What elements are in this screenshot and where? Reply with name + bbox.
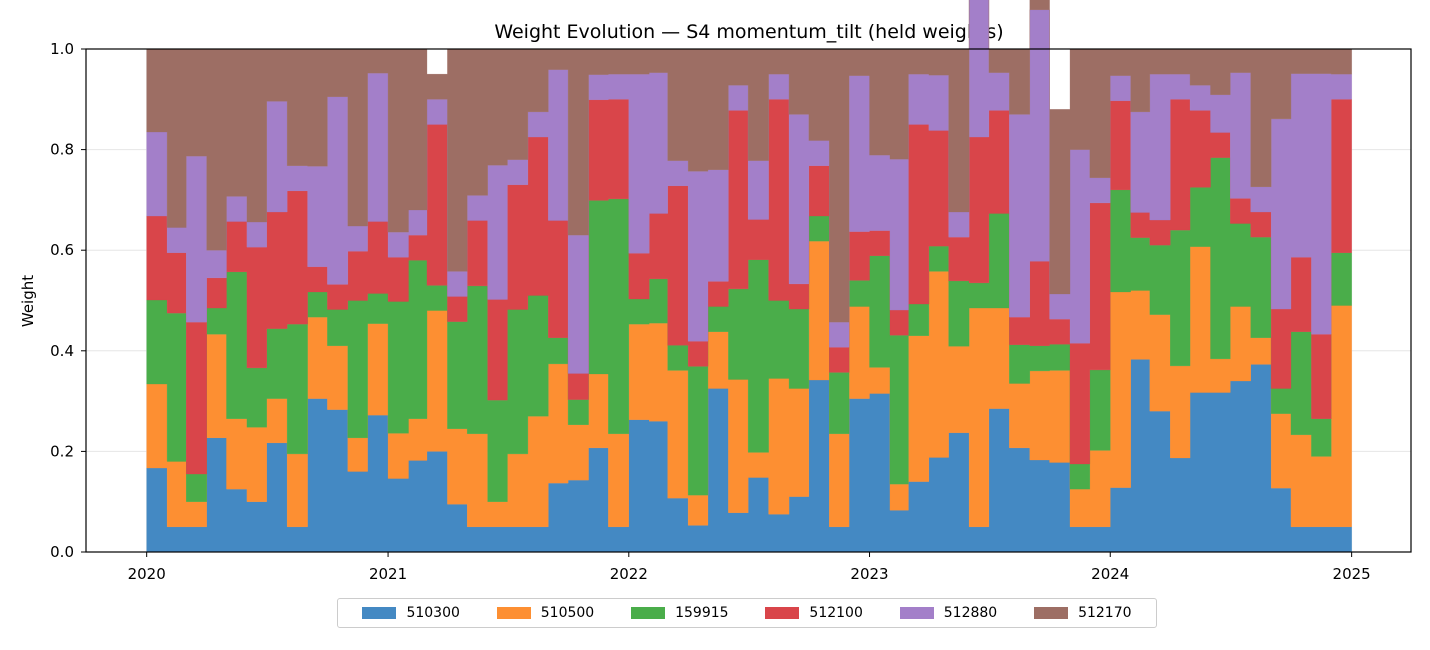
legend: 510300 510500 159915 512100 512880 512170 <box>337 598 1157 628</box>
legend-swatch <box>765 607 800 619</box>
legend-swatch <box>496 607 531 619</box>
legend-label: 510500 <box>540 605 595 621</box>
legend-label: 512170 <box>1078 605 1132 621</box>
x-axis: 2020 2021 2022 2023 2024 2025 <box>128 552 1371 583</box>
legend-item-510500: 510500 <box>496 605 595 621</box>
y-tick-label: 1.0 <box>50 40 74 58</box>
y-tick-label: 0.4 <box>50 342 74 360</box>
x-tick-label: 2024 <box>1091 565 1129 583</box>
legend-item-512880: 512880 <box>899 605 998 621</box>
legend-label: 159915 <box>675 605 729 621</box>
x-tick-label: 2022 <box>610 565 648 583</box>
y-axis: 0.0 0.2 0.4 0.6 0.8 1.0 <box>50 40 86 561</box>
legend-item-512100: 512100 <box>765 605 863 621</box>
legend-label: 512880 <box>943 605 998 621</box>
legend-item-159915: 159915 <box>631 605 729 621</box>
legend-label: 512100 <box>809 605 863 621</box>
legend-swatch <box>362 607 397 619</box>
x-tick-label: 2020 <box>128 565 166 583</box>
x-tick-label: 2025 <box>1333 565 1371 583</box>
chart-title: Weight Evolution — S4 momentum_tilt (hel… <box>494 21 1003 43</box>
y-tick-label: 0.2 <box>50 442 74 460</box>
y-tick-label: 0.6 <box>50 241 74 259</box>
legend-label: 510300 <box>406 605 460 621</box>
y-tick-label: 0.0 <box>50 543 74 561</box>
y-tick-label: 0.8 <box>50 141 74 159</box>
legend-item-510300: 510300 <box>362 605 460 621</box>
legend-swatch <box>899 607 934 619</box>
legend-item-512170: 512170 <box>1034 605 1132 621</box>
plot-frame <box>85 48 1412 553</box>
y-axis-label: Weight <box>19 275 37 327</box>
legend-swatch <box>1034 607 1069 619</box>
x-tick-label: 2023 <box>850 565 888 583</box>
legend-swatch <box>631 607 666 619</box>
stacked-areas <box>146 0 1352 553</box>
x-tick-label: 2021 <box>369 565 407 583</box>
